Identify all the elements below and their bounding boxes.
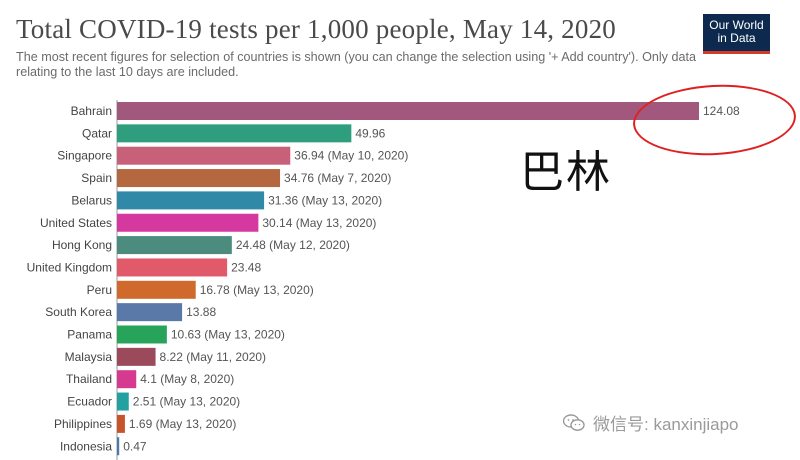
our-world-in-data-logo[interactable]: Our World in Data — [703, 14, 770, 54]
value-label: 124.08 — [703, 104, 740, 118]
value-label: 0.47 — [123, 439, 147, 453]
category-label: United Kingdom — [27, 260, 112, 274]
bar[interactable] — [117, 191, 265, 210]
bar[interactable] — [117, 392, 129, 411]
category-label: Malaysia — [65, 350, 113, 364]
bar[interactable] — [117, 370, 137, 389]
bar[interactable] — [117, 236, 232, 255]
value-label: 30.14 (May 13, 2020) — [262, 216, 376, 230]
category-label: Philippines — [54, 417, 112, 431]
category-label: Panama — [67, 328, 112, 342]
bar[interactable] — [117, 347, 156, 366]
value-label: 49.96 — [355, 126, 385, 140]
value-label: 24.48 (May 12, 2020) — [236, 238, 350, 252]
value-label: 13.88 — [186, 305, 216, 319]
watermark-text: 微信号: kanxinjiapo — [593, 415, 739, 434]
value-label: 8.22 (May 11, 2020) — [160, 350, 267, 364]
value-label: 1.69 (May 13, 2020) — [129, 417, 236, 431]
category-label: Hong Kong — [52, 238, 112, 252]
bar[interactable] — [117, 280, 196, 299]
value-label: 31.36 (May 13, 2020) — [268, 193, 382, 207]
bar[interactable] — [117, 146, 291, 165]
category-label: Belarus — [71, 193, 112, 207]
value-label: 23.48 — [231, 260, 261, 274]
value-label: 2.51 (May 13, 2020) — [133, 395, 240, 409]
value-label: 4.1 (May 8, 2020) — [140, 372, 234, 386]
value-label: 10.63 (May 13, 2020) — [171, 328, 285, 342]
overlay-caption: 巴林 — [520, 147, 612, 198]
value-label: 16.78 (May 13, 2020) — [200, 283, 314, 297]
bar[interactable] — [117, 124, 352, 143]
value-label: 34.76 (May 7, 2020) — [284, 171, 391, 185]
logo-line-1: Our World — [709, 18, 764, 32]
bar[interactable] — [117, 414, 125, 433]
category-label: United States — [40, 216, 112, 230]
logo-line-2: in Data — [717, 30, 756, 45]
category-label: Ecuador — [67, 395, 112, 409]
watermark: 微信号: kanxinjiapo — [563, 410, 739, 435]
bar[interactable] — [117, 258, 228, 277]
category-label: South Korea — [45, 305, 112, 319]
bar[interactable] — [117, 325, 167, 344]
category-label: Peru — [87, 283, 112, 297]
category-label: Singapore — [57, 149, 112, 163]
bar[interactable] — [117, 213, 259, 232]
bar[interactable] — [117, 169, 281, 188]
category-label: Indonesia — [60, 439, 112, 453]
bar[interactable] — [117, 303, 183, 322]
chart-subtitle: The most recent figures for selection of… — [16, 50, 696, 79]
category-label: Thailand — [66, 372, 112, 386]
wechat-icon — [563, 413, 585, 432]
bar[interactable] — [117, 102, 699, 120]
category-label: Qatar — [82, 126, 112, 140]
category-label: Bahrain — [71, 104, 112, 118]
bar[interactable] — [117, 437, 120, 456]
category-label: Spain — [81, 171, 112, 185]
chart-title: Total COVID-19 tests per 1,000 people, M… — [16, 14, 616, 44]
value-label: 36.94 (May 10, 2020) — [294, 149, 408, 163]
